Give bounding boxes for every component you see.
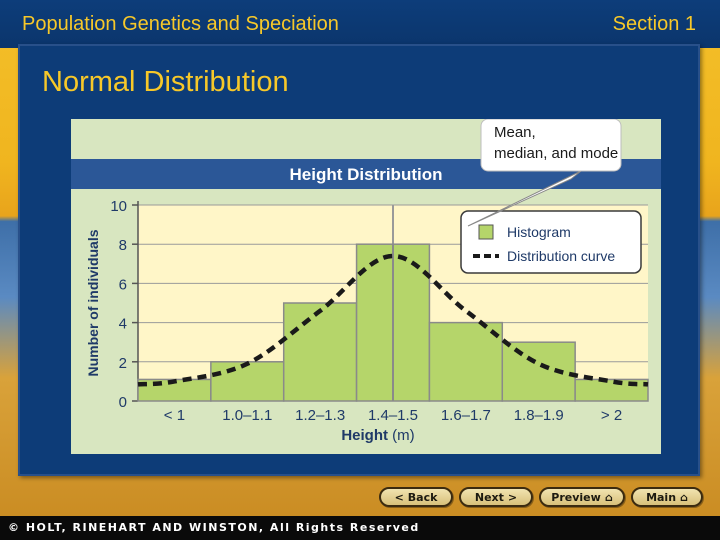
preview-label: Preview [551,490,601,504]
legend-histogram-swatch [478,224,494,240]
legend-histogram-label: Histogram [507,224,571,240]
histogram-bar [501,341,576,402]
next-button[interactable]: Next > [459,487,533,507]
y-tick-label: 2 [119,355,127,372]
navigation-bar: < Back Next > Preview ⌂ Main ⌂ [0,476,720,516]
main-button[interactable]: Main ⌂ [631,487,703,507]
copyright-text: © HOLT, RINEHART AND WINSTON, All Rights… [8,521,420,534]
histogram-bars [137,243,649,402]
main-label: Main [646,490,677,504]
chart-svg: Height Distribution 0 2 4 6 8 10 < 1 1.0–1.1 1.… [71,118,661,454]
x-tick-label: 1.4–1.5 [368,407,418,424]
y-tick-labels: 0 2 4 6 8 10 [110,198,127,411]
x-tick-label: 1.6–1.7 [441,407,491,424]
y-tick-label: 0 [119,394,127,411]
home-icon: ⌂ [680,490,688,504]
chevron-right-icon: > [507,490,518,504]
y-tick-label: 4 [119,316,127,333]
histogram-bar [282,302,358,402]
preview-button[interactable]: Preview ⌂ [539,487,625,507]
footer-bar: © HOLT, RINEHART AND WINSTON, All Rights… [0,516,720,540]
x-tick-label: < 1 [164,407,185,424]
annotation-text: Mean, median, and mode [494,124,618,162]
slide-title: Normal Distribution [42,66,289,98]
x-tick-label: 1.0–1.1 [222,407,272,424]
section-label: Section 1 [612,13,696,35]
y-tick-label: 6 [119,276,127,293]
histogram-bar [210,361,285,402]
x-tick-label: > 2 [601,407,622,424]
home-icon: ⌂ [604,490,613,504]
x-axis-label: Height (m) [341,427,414,444]
annotation-box [480,118,622,172]
x-axis-label-name: Height [341,427,388,444]
x-tick-labels: < 1 1.0–1.1 1.2–1.3 1.4–1.5 1.6–1.7 1.8–1.9 > … [164,407,622,424]
annotation-line-1: Mean, [494,124,536,141]
histogram-bar [428,321,504,402]
x-tick-label: 1.2–1.3 [295,407,345,424]
distribution-curve-layer [137,253,649,387]
chart-figure: Height Distribution 0 2 4 6 8 10 < 1 1.0–1.1 1.… [71,118,661,454]
distribution-curve [137,253,649,387]
annotation-line-2: median, and mode [494,145,618,162]
annotation-callout: Mean, median, and mode [467,118,622,227]
legend-box [460,210,642,274]
chapter-title: Population Genetics and Speciation [22,13,339,35]
x-tick-label: 1.8–1.9 [514,407,564,424]
back-button[interactable]: < Back [379,487,453,507]
legend: Histogram Distribution curve [460,210,642,274]
y-tick-label: 10 [110,198,127,215]
y-tick-label: 8 [119,237,127,254]
chart-title: Height Distribution [290,165,443,184]
next-label: Next [474,490,504,504]
annotation-pointer [467,170,582,227]
x-axis-unit: (m) [392,427,415,444]
legend-curve-label: Distribution curve [507,248,615,264]
back-label: Back [407,490,438,504]
chevron-left-icon: < [394,490,404,504]
y-axis-label: Number of individuals [85,229,101,376]
header-bar [0,0,720,48]
